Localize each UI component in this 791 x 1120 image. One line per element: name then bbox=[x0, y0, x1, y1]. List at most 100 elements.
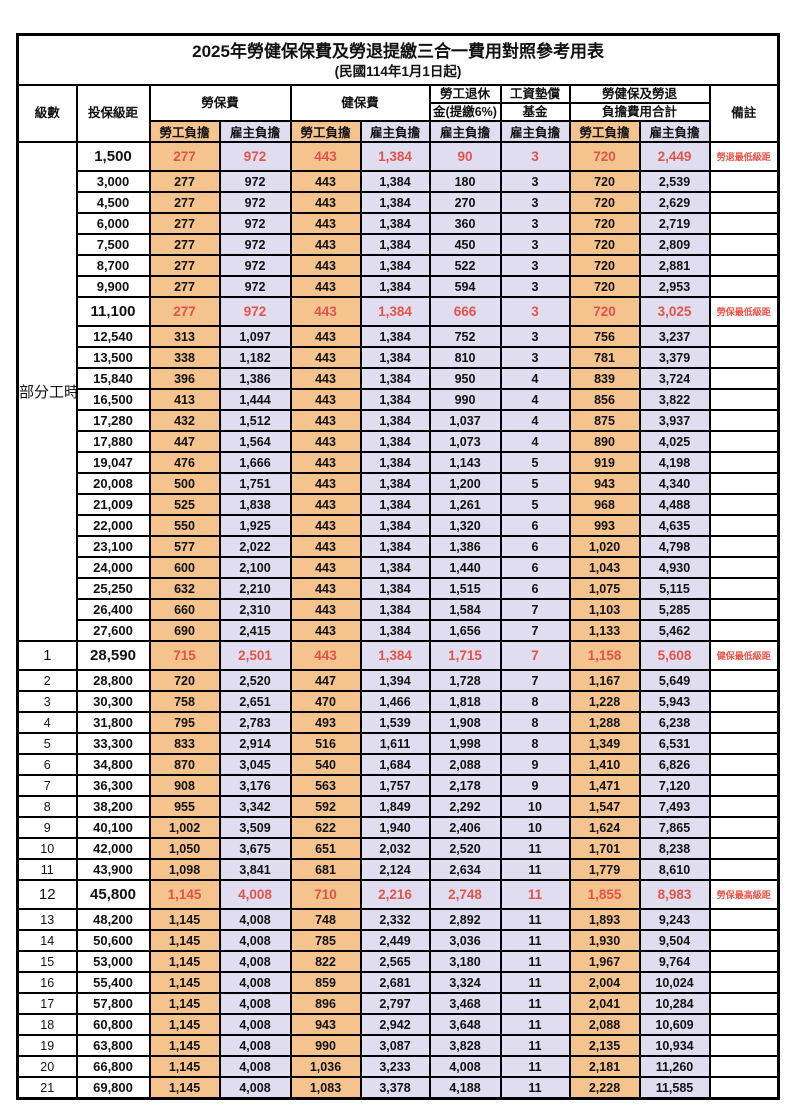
remark-cell bbox=[708, 170, 780, 193]
cell-health-employer: 1,384 bbox=[359, 212, 431, 235]
cell-wagefund-employer: 11 bbox=[499, 837, 571, 860]
level-cell: 10 bbox=[16, 837, 78, 860]
cell-labor-employee: 1,050 bbox=[148, 837, 221, 860]
cell-total-employer: 10,934 bbox=[638, 1034, 711, 1057]
cell-wagefund-employer: 6 bbox=[499, 514, 571, 537]
cell-labor-employer: 1,666 bbox=[218, 451, 292, 474]
cell-labor-employer: 3,509 bbox=[218, 816, 292, 839]
cell-total-employer: 10,284 bbox=[638, 992, 711, 1015]
cell-total-employee: 839 bbox=[568, 367, 641, 390]
remark-cell bbox=[708, 212, 780, 235]
cell-labor-employer: 1,386 bbox=[218, 367, 292, 390]
remark-cell bbox=[708, 795, 780, 818]
table-row: 部分工時 1,500 277 972 443 1,384 90 3 720 2,449 勞退最低級距 bbox=[16, 141, 780, 642]
bracket-cell: 31,800 bbox=[75, 711, 151, 734]
cell-wagefund-employer: 4 bbox=[499, 367, 571, 390]
cell-total-employer: 4,635 bbox=[638, 514, 711, 537]
cell-wagefund-employer: 7 bbox=[499, 619, 571, 642]
cell-wagefund-employer: 5 bbox=[499, 493, 571, 516]
cell-labor-employee: 277 bbox=[148, 296, 221, 327]
cell-wagefund-employer: 9 bbox=[499, 774, 571, 797]
header-wage-fund-line1: 工資墊償 bbox=[499, 84, 571, 104]
remark-cell bbox=[708, 619, 780, 642]
cell-total-employee: 1,624 bbox=[568, 816, 641, 839]
cell-total-employee: 720 bbox=[568, 233, 641, 256]
cell-labor-employee: 1,145 bbox=[148, 950, 221, 973]
cell-total-employer: 4,340 bbox=[638, 472, 711, 495]
cell-pension-employer: 3,648 bbox=[428, 1013, 502, 1036]
remark-cell bbox=[708, 451, 780, 474]
remark-cell bbox=[708, 971, 780, 994]
cell-health-employer: 2,124 bbox=[359, 858, 431, 881]
cell-labor-employee: 1,098 bbox=[148, 858, 221, 881]
cell-wagefund-employer: 8 bbox=[499, 711, 571, 734]
cell-total-employer: 3,724 bbox=[638, 367, 711, 390]
cell-health-employer: 2,797 bbox=[359, 992, 431, 1015]
cell-health-employee: 443 bbox=[289, 367, 362, 390]
cell-total-employer: 4,198 bbox=[638, 451, 711, 474]
cell-total-employer: 9,504 bbox=[638, 929, 711, 952]
cell-labor-employer: 2,783 bbox=[218, 711, 292, 734]
cell-labor-employer: 1,444 bbox=[218, 388, 292, 411]
cell-labor-employer: 3,045 bbox=[218, 753, 292, 776]
level-cell: 8 bbox=[16, 795, 78, 818]
cell-health-employee: 447 bbox=[289, 669, 362, 692]
level-cell: 13 bbox=[16, 908, 78, 931]
cell-pension-employer: 2,292 bbox=[428, 795, 502, 818]
cell-labor-employer: 2,100 bbox=[218, 556, 292, 579]
cell-health-employer: 1,384 bbox=[359, 577, 431, 600]
cell-wagefund-employer: 8 bbox=[499, 690, 571, 713]
bracket-cell: 1,500 bbox=[75, 141, 151, 172]
level-cell: 19 bbox=[16, 1034, 78, 1057]
cell-total-employee: 720 bbox=[568, 191, 641, 214]
bracket-cell: 28,800 bbox=[75, 669, 151, 692]
cell-wagefund-employer: 9 bbox=[499, 753, 571, 776]
cell-health-employer: 1,384 bbox=[359, 233, 431, 256]
table-row: 13,500 338 1,182 443 1,384 810 3 781 3,379 bbox=[18, 346, 780, 369]
cell-total-employer: 5,462 bbox=[638, 619, 711, 642]
bracket-cell: 57,800 bbox=[75, 992, 151, 1015]
cell-labor-employee: 632 bbox=[148, 577, 221, 600]
bracket-cell: 13,500 bbox=[75, 346, 151, 369]
cell-health-employer: 1,384 bbox=[359, 556, 431, 579]
cell-labor-employer: 4,008 bbox=[218, 879, 292, 910]
cell-labor-employee: 1,145 bbox=[148, 1034, 221, 1057]
cell-health-employer: 1,849 bbox=[359, 795, 431, 818]
bracket-cell: 20,008 bbox=[75, 472, 151, 495]
cell-health-employer: 1,757 bbox=[359, 774, 431, 797]
cell-total-employer: 3,379 bbox=[638, 346, 711, 369]
bracket-cell: 55,400 bbox=[75, 971, 151, 994]
cell-total-employer: 11,260 bbox=[638, 1055, 711, 1078]
header-labor-insurance: 勞保費 bbox=[148, 84, 292, 122]
cell-health-employee: 540 bbox=[289, 753, 362, 776]
remark-cell bbox=[708, 711, 780, 734]
bracket-cell: 16,500 bbox=[75, 388, 151, 411]
table-row: 22,000 550 1,925 443 1,384 1,320 6 993 4,635 bbox=[18, 514, 780, 537]
cell-total-employer: 10,609 bbox=[638, 1013, 711, 1036]
page-title: 2025年勞健保保費及勞退提繳三合一費用對照參考用表 bbox=[192, 42, 604, 62]
cell-health-employer: 1,384 bbox=[359, 296, 431, 327]
table-row: 2 28,800 720 2,520 447 1,394 1,728 7 1,167 5,649 bbox=[16, 669, 780, 692]
cell-total-employee: 720 bbox=[568, 141, 641, 172]
remark-cell bbox=[708, 191, 780, 214]
cell-total-employee: 1,228 bbox=[568, 690, 641, 713]
cell-total-employer: 8,983 bbox=[638, 879, 711, 910]
remark-cell bbox=[708, 1034, 780, 1057]
cell-health-employer: 1,684 bbox=[359, 753, 431, 776]
cell-health-employee: 592 bbox=[289, 795, 362, 818]
cell-health-employee: 990 bbox=[289, 1034, 362, 1057]
table-row: 26,400 660 2,310 443 1,384 1,584 7 1,103 5,285 bbox=[18, 598, 780, 621]
cell-labor-employer: 972 bbox=[218, 275, 292, 298]
cell-health-employee: 443 bbox=[289, 388, 362, 411]
level-cell: 14 bbox=[16, 929, 78, 952]
remark-cell bbox=[708, 908, 780, 931]
remark-cell bbox=[708, 1055, 780, 1078]
cell-pension-employer: 2,520 bbox=[428, 837, 502, 860]
cell-wagefund-employer: 3 bbox=[499, 346, 571, 369]
bracket-cell: 38,200 bbox=[75, 795, 151, 818]
cell-wagefund-employer: 7 bbox=[499, 640, 571, 671]
cell-pension-employer: 666 bbox=[428, 296, 502, 327]
remark-cell bbox=[708, 472, 780, 495]
cell-total-employee: 1,103 bbox=[568, 598, 641, 621]
bracket-cell: 17,880 bbox=[75, 430, 151, 453]
